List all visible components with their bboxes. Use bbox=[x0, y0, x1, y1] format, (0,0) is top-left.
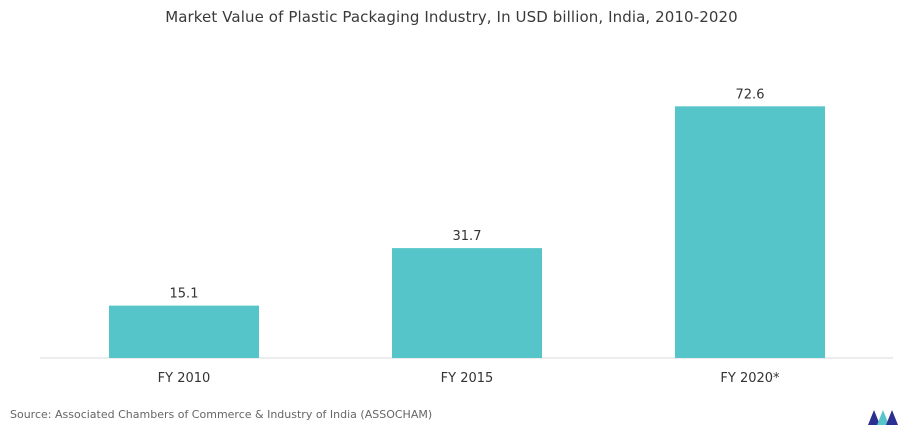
x-tick-label: FY 2020* bbox=[720, 371, 780, 386]
bar-fy-2010 bbox=[109, 305, 259, 358]
value-label: 15.1 bbox=[170, 287, 199, 302]
bar-fy-2015 bbox=[392, 248, 542, 358]
bar-fy-2020 bbox=[675, 106, 825, 358]
mordor-intelligence-logo-icon bbox=[868, 410, 898, 425]
x-tick-label: FY 2010 bbox=[158, 371, 211, 386]
x-tick-label: FY 2015 bbox=[441, 371, 494, 386]
value-label: 31.7 bbox=[453, 229, 482, 244]
bar-chart: 15.1 31.7 72.6 FY 2010 FY 2015 FY 2020* bbox=[40, 87, 893, 386]
source-note: Source: Associated Chambers of Commerce … bbox=[10, 408, 433, 421]
chart-title: Market Value of Plastic Packaging Indust… bbox=[165, 8, 738, 26]
value-label: 72.6 bbox=[736, 87, 765, 102]
